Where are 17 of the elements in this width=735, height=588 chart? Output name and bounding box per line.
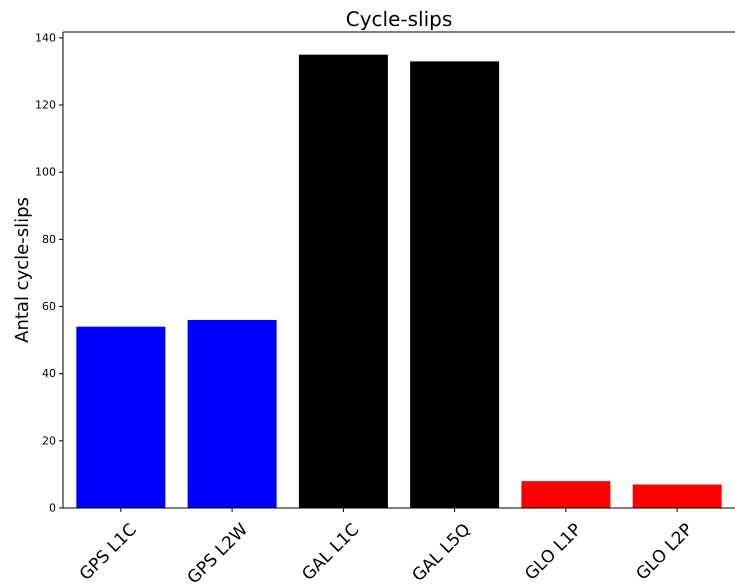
x-tick-label: GAL L5Q xyxy=(408,520,475,586)
y-tick-label: 60 xyxy=(42,300,56,314)
x-tick-label: GLO L1P xyxy=(521,520,586,584)
y-tick-label: 140 xyxy=(35,31,56,44)
bar xyxy=(76,326,166,508)
y-tick-label: 100 xyxy=(35,166,56,179)
y-axis-title: Antal cycle-slips xyxy=(12,197,33,343)
bar xyxy=(188,320,277,508)
x-tick-label: GLO L2P xyxy=(632,520,698,584)
bar xyxy=(521,481,610,508)
chart-title: Cycle-slips xyxy=(346,7,452,31)
y-tick-label: 80 xyxy=(42,232,56,246)
bar xyxy=(632,484,722,508)
y-tick-label: 40 xyxy=(42,367,56,380)
y-tick-label: 0 xyxy=(49,502,56,515)
y-tick-label: 20 xyxy=(42,434,56,448)
y-tick-label: 120 xyxy=(35,98,56,112)
